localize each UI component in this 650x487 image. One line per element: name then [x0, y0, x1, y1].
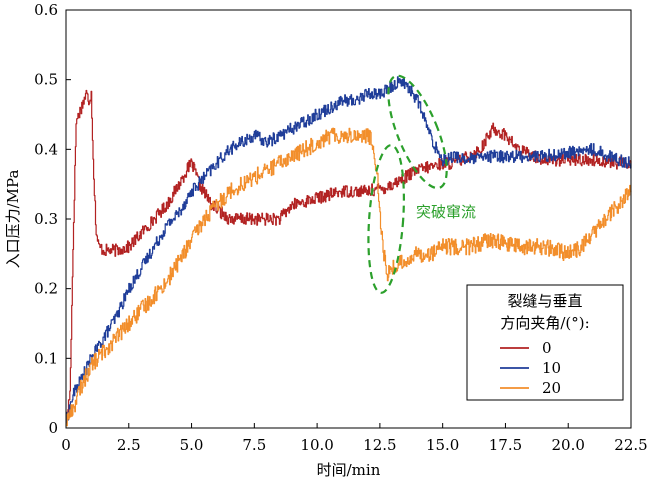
breakthrough-ellipse-lower: [367, 144, 405, 294]
legend-label-20: 20: [542, 379, 561, 397]
series-line-10: [66, 76, 632, 425]
x-tick-label: 10.0: [300, 436, 333, 454]
y-tick-label: 0.1: [34, 349, 58, 367]
x-tick-label: 12.5: [363, 436, 396, 454]
y-axis-label: 入口压力/MPa: [4, 170, 22, 269]
y-tick-label: 0.3: [34, 210, 58, 228]
y-tick-label: 0: [48, 419, 58, 437]
x-tick-label: 7.5: [242, 436, 266, 454]
x-tick-label: 2.5: [117, 436, 141, 454]
x-tick-label: 20.0: [552, 436, 585, 454]
series-layer: [66, 76, 632, 427]
series-line-20: [66, 127, 632, 427]
annotation-text: 突破窜流: [416, 203, 476, 221]
x-tick-label: 15.0: [426, 436, 459, 454]
legend-title-line2: 方向夹角/(°):: [500, 314, 589, 332]
legend-box: [466, 284, 624, 401]
x-tick-label: 0: [61, 436, 71, 454]
legend-title-line1: 裂缝与垂直: [507, 292, 582, 310]
annotation-layer: 突破窜流: [367, 74, 476, 294]
y-tick-label: 0.6: [34, 1, 58, 19]
y-tick-label: 0.2: [34, 280, 58, 298]
x-axis-label: 时间/min: [317, 461, 381, 479]
y-tick-label: 0.4: [34, 140, 58, 158]
x-tick-label: 22.5: [614, 436, 647, 454]
x-tick-label: 5.0: [180, 436, 204, 454]
legend-label-10: 10: [542, 359, 561, 377]
legend-label-0: 0: [542, 339, 552, 357]
breakthrough-ellipse-upper: [387, 74, 448, 190]
x-tick-label: 17.5: [489, 436, 522, 454]
y-tick-label: 0.5: [34, 71, 58, 89]
series-line-0: [66, 89, 632, 425]
axes: 0 2.5 5.0 7.5 10.0 12.5 15.0 17.5 20.0 22.5 0 0.1 0.…: [4, 1, 648, 479]
